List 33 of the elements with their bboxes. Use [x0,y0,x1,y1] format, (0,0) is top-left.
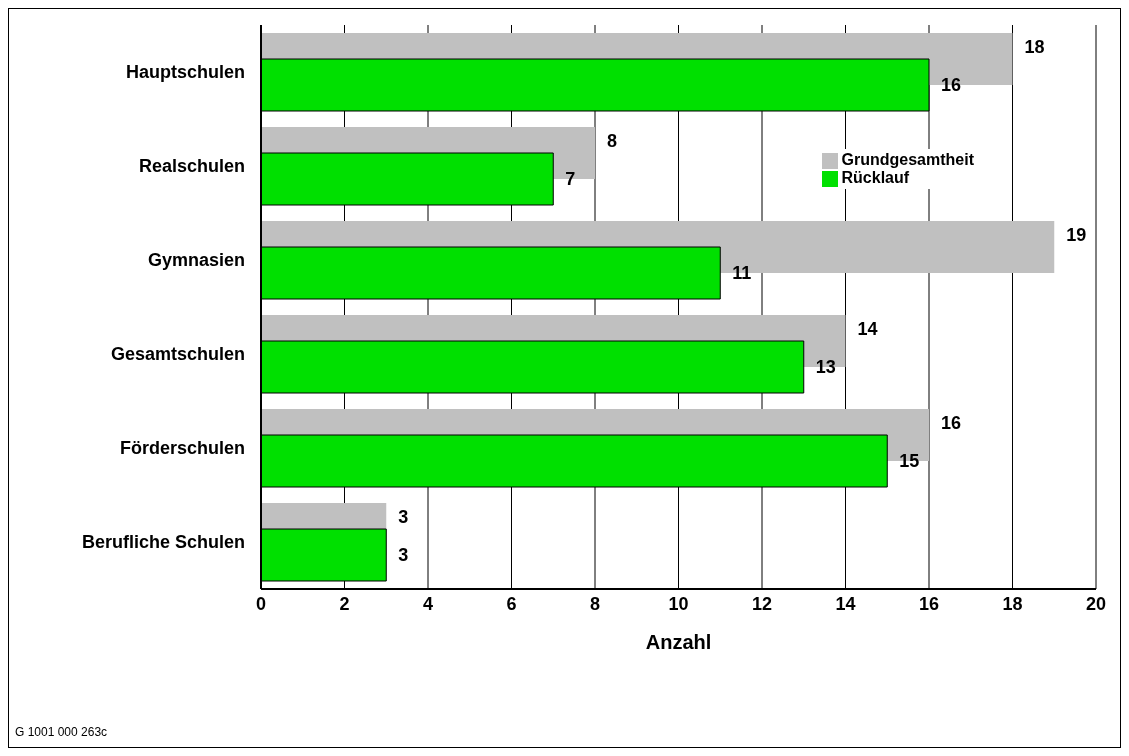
data-label: 14 [857,319,878,340]
y-tick-label: Berufliche Schulen [81,532,245,553]
data-label: 3 [398,507,409,528]
legend-label: Grundgesamtheit [841,151,974,168]
data-label: 15 [899,451,920,472]
text: G 1001 000 263c [15,725,108,739]
data-label: 3 [398,545,409,566]
data-label: 16 [941,413,962,434]
y-tick-label: Realschulen [138,156,245,177]
legend-label: Rücklauf [841,169,910,186]
y-tick-label: Förderschulen [119,438,245,459]
data-label: 16 [941,75,962,96]
y-tick-label: Hauptschulen [125,62,245,83]
data-label: 18 [1024,37,1045,58]
x-tick-label: 2 [339,593,350,614]
data-label: 19 [1066,225,1087,246]
x-tick-label: 20 [1085,593,1107,614]
x-tick-label: 10 [668,593,689,614]
x-tick-label: 16 [918,593,940,614]
x-tick-label: 6 [506,593,517,614]
y-tick-label: Gymnasien [147,250,245,271]
x-tick-label: 8 [589,593,601,614]
x-tick-label: 14 [835,593,856,614]
x-axis-title: Anzahl [645,631,712,653]
x-tick-label: 0 [255,593,267,614]
x-tick-label: 12 [751,593,773,614]
x-tick-label: 4 [422,593,434,614]
y-tick-label: Gesamtschulen [110,344,245,365]
data-label: 7 [565,169,576,190]
data-label: 11 [732,263,752,284]
x-tick-label: 18 [1002,593,1023,614]
data-label: 13 [815,357,836,378]
data-label: 8 [607,131,618,152]
